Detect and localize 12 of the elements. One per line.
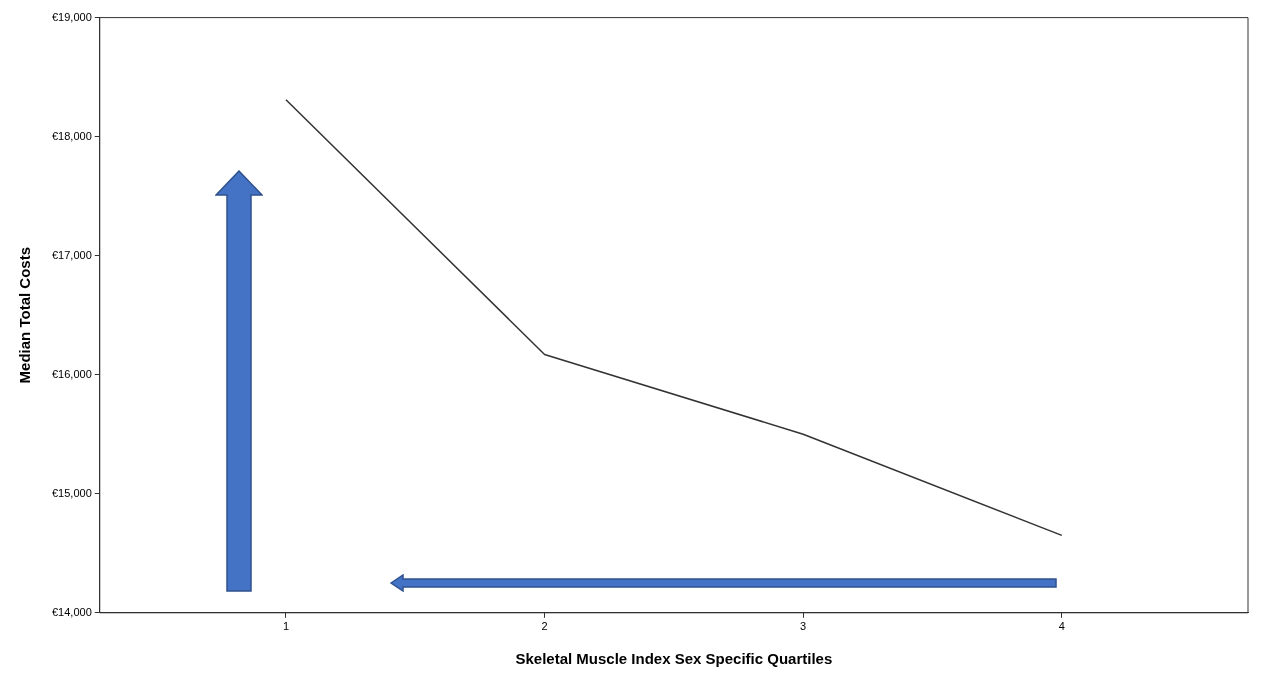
x-tick-label: 1: [282, 620, 290, 633]
x-tick-label: 2: [541, 620, 548, 633]
x-axis-title: Skeletal Muscle Index Sex Specific Quartiles: [515, 650, 833, 668]
y-tick-label: €19,000: [52, 10, 92, 23]
y-tick-label: €15,000: [52, 486, 92, 499]
x-tick-label: 4: [1058, 620, 1065, 633]
y-tick-label: €18,000: [52, 129, 92, 142]
y-tick-label: €17,000: [52, 248, 92, 261]
y-tick-label: €16,000: [52, 367, 92, 380]
y-tick-label: €14,000: [52, 605, 92, 618]
y-axis-title: Median Total Costs: [16, 247, 34, 384]
x-tick-label: 3: [800, 620, 807, 633]
